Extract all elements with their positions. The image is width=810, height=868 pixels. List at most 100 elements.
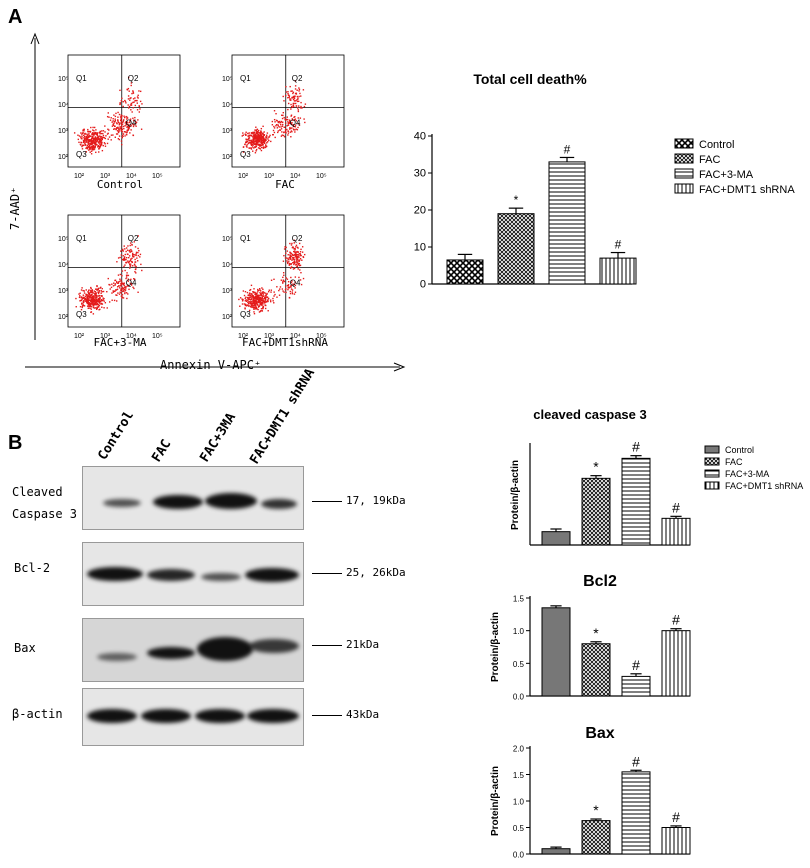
dot: [93, 139, 95, 142]
dot: [79, 295, 81, 297]
dot: [262, 137, 265, 139]
dot: [276, 127, 279, 129]
dot: [264, 297, 266, 300]
dot: [258, 135, 261, 137]
dot: [130, 284, 133, 286]
dot: [296, 260, 298, 262]
x-tick-label: 10²: [74, 333, 85, 340]
dot: [257, 300, 260, 302]
dot: [255, 299, 257, 301]
dot: [134, 265, 136, 267]
dot: [112, 118, 114, 120]
dot: [100, 139, 103, 142]
dot: [244, 304, 247, 307]
dot: [109, 284, 111, 286]
dot: [243, 303, 246, 305]
dot: [251, 298, 253, 300]
dot: [110, 134, 113, 136]
dot: [287, 121, 289, 123]
dot: [252, 131, 254, 134]
dot: [284, 246, 286, 248]
dot: [287, 108, 289, 111]
dot: [98, 300, 100, 303]
dot: [109, 288, 111, 290]
dot: [114, 284, 116, 286]
dot: [131, 254, 134, 256]
dot: [258, 140, 260, 143]
dot: [302, 277, 305, 280]
panel-b-letter: B: [8, 432, 23, 454]
dot: [262, 125, 264, 128]
dot: [258, 135, 261, 138]
dot: [82, 297, 84, 299]
dot: [86, 144, 89, 147]
dot: [129, 263, 132, 265]
dot: [96, 296, 98, 299]
dot: [239, 297, 242, 299]
dot: [83, 140, 85, 143]
dot: [259, 292, 261, 294]
dot: [82, 141, 85, 144]
dot: [93, 300, 96, 303]
dot: [120, 119, 122, 122]
dot: [290, 136, 292, 138]
y-tick-label: 10²: [58, 314, 69, 321]
dot: [126, 126, 129, 128]
dot: [123, 284, 125, 287]
dot: [127, 260, 129, 262]
dot: [94, 144, 97, 146]
legend-swatch: [704, 445, 720, 454]
dot: [254, 304, 257, 307]
dot: [253, 296, 255, 299]
dot: [251, 146, 254, 148]
dot: [86, 134, 89, 136]
dot: [86, 147, 89, 150]
dot: [260, 144, 262, 147]
dot: [82, 289, 84, 292]
dot: [300, 105, 302, 108]
dot: [127, 125, 130, 127]
dot: [123, 286, 126, 288]
dot: [116, 261, 118, 263]
dot: [122, 297, 125, 299]
dot: [94, 145, 96, 148]
dot: [141, 269, 143, 272]
dot: [95, 298, 98, 300]
dot: [296, 250, 298, 253]
dot: [128, 105, 131, 108]
dot: [293, 248, 295, 250]
dot: [266, 296, 268, 299]
flow-caption-control: Control: [96, 178, 144, 191]
dot: [111, 299, 113, 301]
dot: [99, 308, 101, 311]
dot: [294, 251, 296, 254]
dot: [296, 263, 298, 266]
dot: [117, 281, 120, 283]
dot: [291, 118, 294, 120]
dot: [108, 136, 111, 138]
dot: [259, 138, 262, 140]
dot: [262, 300, 265, 303]
dot: [252, 291, 255, 294]
chart-title: Bcl2: [583, 573, 617, 590]
dot: [290, 244, 293, 246]
dot: [129, 242, 132, 244]
dot: [99, 287, 101, 289]
dot: [114, 128, 116, 130]
dot: [295, 257, 297, 259]
x-tick-label: 10⁵: [152, 173, 163, 180]
dot: [261, 299, 264, 301]
dot: [277, 121, 280, 123]
dot: [128, 262, 130, 264]
dot: [137, 94, 139, 96]
dot: [243, 294, 246, 297]
y-tick-label: 30: [414, 168, 426, 180]
dot: [82, 304, 85, 307]
dot: [297, 251, 299, 254]
dot: [293, 102, 295, 105]
dot: [103, 297, 105, 300]
dot: [124, 248, 126, 250]
x-tick-label: 10²: [74, 173, 85, 180]
dot: [290, 252, 292, 254]
dot: [126, 256, 128, 259]
